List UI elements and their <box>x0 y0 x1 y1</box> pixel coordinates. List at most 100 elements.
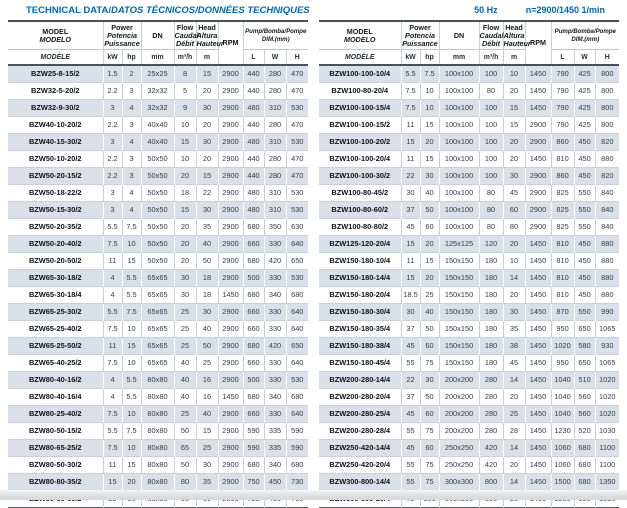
tables-container: MODEL MODELO Power Potencia Puissance DN Flow C… <box>0 20 627 508</box>
spec-cell: 3 <box>121 167 141 185</box>
unit-label: m³/h <box>173 49 196 65</box>
spec-cell: 680 <box>242 252 264 270</box>
spec-cell: 1065 <box>594 354 620 372</box>
spec-cell: 30 <box>502 303 526 321</box>
spec-cell: 40 <box>419 303 440 321</box>
spec-cell: 810 <box>550 150 575 168</box>
spec-cell: 330 <box>263 405 286 423</box>
spec-cell: 1450 <box>524 422 552 440</box>
spec-cell: 750 <box>242 473 264 491</box>
spec-cell: 37 <box>400 320 421 338</box>
model-cell: BZW80-50-30/2 <box>28 460 82 469</box>
model-cell: BZW50-20-50/2 <box>28 256 82 265</box>
spec-cell: 20 <box>195 116 218 134</box>
model-cell: BZW100-80-80/2 <box>331 222 389 231</box>
table-row: BZW200-280-28/4 55 75 200x200 280 28 1450 1230 5… <box>319 422 620 440</box>
spec-cell: 450 <box>573 133 596 151</box>
model-cell: BZW200-280-28/4 <box>329 426 391 435</box>
spec-cell: 50x50 <box>140 150 174 168</box>
spec-cell: 100x100 <box>438 99 480 117</box>
spec-cell: 25 <box>173 303 196 321</box>
spec-cell: 1100 <box>594 439 620 457</box>
spec-cell: 20 <box>173 252 196 270</box>
spec-cell: 7.5 <box>102 235 122 253</box>
spec-cell: 125x125 <box>438 235 480 253</box>
spec-cell: 860 <box>550 167 575 185</box>
spec-cell: 660 <box>242 303 264 321</box>
spec-cell: 10 <box>121 235 141 253</box>
model-cell: BZW65-25-50/2 <box>28 341 82 350</box>
table-row: BZW40-10-20/2 2.2 3 40x40 10 20 2900 440 280 470 <box>8 116 309 134</box>
spec-cell: 800 <box>594 65 620 83</box>
spec-cell: 880 <box>594 150 620 168</box>
table-row: BZW200-280-20/4 37 50 200x200 280 20 1450 1040 5… <box>319 388 620 406</box>
spec-cell: 15 <box>400 235 421 253</box>
spec-cell: 680 <box>242 286 264 304</box>
spec-cell: 10 <box>502 252 526 270</box>
spec-cell: 20 <box>502 456 526 474</box>
spec-cell: 810 <box>550 235 575 253</box>
spec-cell: 14 <box>502 371 526 389</box>
spec-cell: 40 <box>173 388 196 406</box>
col-header-head: Head Altura Hauteur <box>195 21 224 50</box>
spec-cell: 800 <box>594 82 620 100</box>
table-row: BZW100-80-20/4 7.5 10 100x100 80 20 1450 790 425… <box>319 82 620 100</box>
spec-cell: 16 <box>195 371 218 389</box>
spec-cell: 100x100 <box>438 133 480 151</box>
spec-cell: 640 <box>285 235 309 253</box>
spec-cell: 2900 <box>217 354 243 372</box>
model-cell: BZW150-180-35/4 <box>329 324 391 333</box>
spec-cell: 810 <box>550 269 575 287</box>
spec-cell: 100 <box>478 99 504 117</box>
spec-cell: 2900 <box>217 252 243 270</box>
spec-cell: 330 <box>263 269 286 287</box>
spec-cell: 420 <box>263 337 286 355</box>
model-cell: BZW300-800-14/4 <box>329 477 391 486</box>
spec-cell: 30 <box>195 99 218 117</box>
spec-cell: 3 <box>121 150 141 168</box>
spec-cell: 7.5 <box>102 320 122 338</box>
spec-cell: 65x65 <box>140 320 174 338</box>
model-cell: BZW80-65-25/2 <box>28 443 82 452</box>
spec-cell: 680 <box>285 456 309 474</box>
model-cell: BZW150-180-14/4 <box>329 273 391 282</box>
spec-cell: 425 <box>573 65 596 83</box>
spec-cell: 590 <box>285 439 309 457</box>
spec-cell: 480 <box>242 99 264 117</box>
model-cell: BZW80-50-15/2 <box>28 426 82 435</box>
spec-cell: 120 <box>478 235 504 253</box>
spec-cell: 50x50 <box>140 235 174 253</box>
spec-cell: 4 <box>102 286 122 304</box>
spec-cell: 50x50 <box>140 218 174 236</box>
table-row: BZW65-30-18/2 4 5.5 65x65 30 18 2900 500 330 530 <box>8 269 309 287</box>
spec-cell: 20 <box>419 235 440 253</box>
spec-cell: 80x80 <box>140 371 174 389</box>
spec-cell: 310 <box>263 133 286 151</box>
spec-cell: 825 <box>550 218 575 236</box>
spec-cell: 680 <box>242 388 264 406</box>
spec-cell: 530 <box>285 184 309 202</box>
table-row: BZW150-180-14/4 15 20 150x150 180 14 1450 810 45… <box>319 269 620 287</box>
table-row: BZW100-100-10/4 5.5 7.5 100x100 100 10 1450 790… <box>319 65 620 83</box>
spec-cell: 420 <box>478 456 504 474</box>
unit-label: mm <box>438 49 480 65</box>
spec-cell: 80x80 <box>140 388 174 406</box>
spec-cell: 4 <box>121 201 141 219</box>
spec-cell: 2900 <box>217 269 243 287</box>
spec-cell: 40x40 <box>140 133 174 151</box>
spec-cell: 100x100 <box>438 184 480 202</box>
col-header-model: MODEL MODELO <box>39 26 72 44</box>
spec-cell: 660 <box>242 235 264 253</box>
table-row: BZW100-80-60/2 37 50 100x100 80 60 2900 825 550 8… <box>319 201 620 219</box>
spec-cell: 880 <box>594 235 620 253</box>
spec-cell: 1450 <box>524 303 552 321</box>
spec-cell: 55 <box>400 354 421 372</box>
model-cell: BZW100-80-20/4 <box>331 86 389 95</box>
spec-cell: 150x150 <box>438 337 480 355</box>
spec-cell: 50 <box>173 456 196 474</box>
spec-cell: 45 <box>400 405 421 423</box>
spec-cell: 45 <box>400 218 421 236</box>
model-cell: BZW100-80-60/2 <box>331 205 389 214</box>
spec-cell: 350 <box>263 218 286 236</box>
spec-cell: 15 <box>102 473 122 491</box>
